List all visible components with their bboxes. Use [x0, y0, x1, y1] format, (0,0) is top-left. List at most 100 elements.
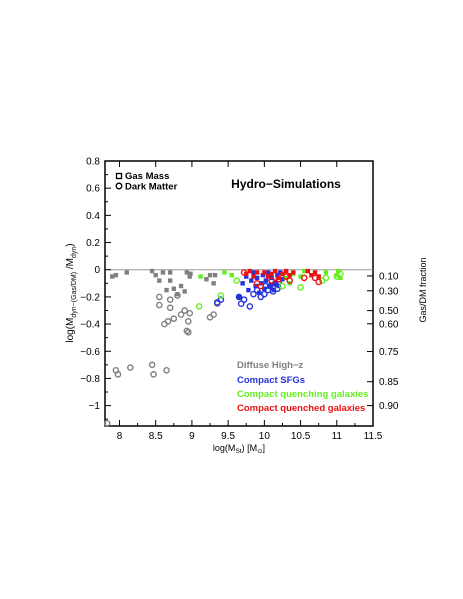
dark-matter-point — [233, 277, 241, 284]
gas-mass-point — [167, 278, 173, 283]
dark-matter-point — [163, 366, 170, 374]
axes: 8 8.5 9 9.5 10 10.5 11 11.5 0.8 0.6 0.4 0.2 0 −0.2 −0.… — [80, 157, 399, 443]
y2-tick-label: 0.90 — [379, 401, 399, 412]
plot-frame — [104, 160, 374, 427]
gas-mass-point — [338, 275, 343, 281]
series-1 — [213, 270, 285, 310]
dark-matter-point — [148, 361, 156, 369]
x-axis-label: log(MSt) [M⊙] — [213, 443, 265, 455]
dark-matter-point — [279, 282, 286, 290]
gas-mass-point — [153, 272, 158, 278]
dark-matter-point — [127, 364, 134, 371]
x-tick-label: 11 — [332, 431, 343, 442]
gas-mass-point — [110, 274, 115, 279]
dark-matter-point — [261, 290, 268, 298]
dark-matter-point — [286, 277, 294, 284]
gas-mass-point — [149, 268, 155, 274]
dark-matter-point — [315, 278, 322, 286]
dark-matter-point — [253, 286, 261, 294]
x-tick-label: 10.5 — [291, 431, 311, 442]
dark-matter-point — [166, 296, 174, 303]
gas-mass-point — [247, 268, 253, 274]
gas-mass-point — [287, 272, 292, 278]
gas-mass-point — [113, 272, 119, 278]
gas-mass-point — [212, 272, 218, 278]
gas-mass-point — [265, 274, 271, 279]
x-tick-label: 10 — [259, 431, 271, 442]
dark-matter-point — [166, 304, 174, 312]
legend-compact-quenching: Compact quenching galaxies — [237, 389, 368, 400]
dark-matter-point — [186, 309, 194, 317]
dark-matter-point — [240, 269, 248, 276]
y2-tick-label: 0.60 — [379, 319, 399, 330]
series-0 — [103, 268, 221, 427]
dark-matter-point — [250, 290, 257, 298]
dark-matter-point — [184, 328, 192, 336]
data-markers — [103, 268, 344, 427]
series-legend: Diffuse High−z Compact SFGs Compact quen… — [237, 360, 368, 414]
gas-mass-point — [312, 270, 318, 275]
gas-mass-point — [334, 272, 339, 278]
dark-matter-point — [274, 285, 281, 293]
gas-mass-point — [254, 270, 260, 275]
y-tick-label: −0.8 — [80, 374, 100, 385]
gas-mass-point — [207, 272, 213, 278]
gas-mass-point — [178, 283, 184, 289]
gas-mass-point — [280, 277, 285, 282]
gas-mass-point — [275, 272, 280, 278]
gas-mass-point — [260, 272, 266, 278]
x-tick-label: 9.5 — [221, 431, 235, 442]
y-tick-label: 0 — [94, 265, 100, 276]
gas-mass-point — [246, 287, 251, 293]
y2-tick-label: 0.85 — [379, 377, 399, 388]
dark-matter-point — [181, 307, 188, 314]
gas-mass-point — [305, 268, 311, 274]
dark-matter-point — [210, 311, 217, 318]
y-tick-label: −0.4 — [80, 320, 100, 331]
dark-matter-point — [282, 273, 290, 280]
gas-mass-point — [204, 277, 209, 282]
gas-mass-point — [167, 270, 173, 275]
dark-matter-point — [170, 315, 178, 322]
gas-mass-point — [301, 268, 307, 274]
dark-matter-point — [337, 270, 344, 278]
dark-matter-point — [150, 371, 157, 378]
gas-mass-point — [251, 274, 256, 279]
legend-circle-icon — [115, 182, 123, 190]
dark-matter-point — [311, 274, 319, 282]
gas-mass-point — [175, 291, 180, 297]
gas-mass-point — [265, 270, 271, 275]
dark-matter-point — [300, 274, 308, 282]
dark-matter-point — [156, 293, 163, 301]
gas-mass-point — [249, 278, 254, 283]
gas-mass-point — [298, 274, 303, 279]
legend-compact-sfgs: Compact SFGs — [237, 375, 305, 386]
gas-mass-point — [276, 275, 282, 281]
dark-matter-point — [268, 277, 275, 284]
gas-mass-point — [244, 274, 249, 279]
gas-mass-point — [280, 271, 285, 276]
legend-gas-mass-label: Gas Mass — [125, 171, 169, 182]
gas-mass-point — [273, 281, 278, 286]
gas-mass-point — [254, 275, 260, 281]
legend-compact-quenched: Compact quenched galaxies — [237, 403, 365, 414]
dark-matter-point — [217, 292, 225, 299]
dark-matter-point — [246, 303, 254, 310]
x-tick-label: 9 — [189, 431, 195, 442]
gas-mass-point — [251, 270, 256, 275]
y2-tick-label: 0.50 — [379, 306, 399, 317]
y-tick-label: −0.2 — [80, 292, 100, 303]
gas-mass-point — [188, 271, 193, 276]
gas-mass-point — [240, 281, 245, 286]
y-tick-label: −1 — [89, 401, 101, 412]
dark-matter-point — [103, 419, 111, 427]
y-tick-label: 0.2 — [86, 238, 100, 249]
gas-mass-point — [164, 287, 169, 293]
x-tick-label: 11.5 — [364, 431, 383, 442]
gas-mass-point — [323, 270, 329, 275]
dark-matter-point — [174, 292, 181, 299]
gas-mass-point — [291, 270, 296, 275]
gas-mass-point — [283, 268, 289, 274]
series-3 — [240, 268, 322, 290]
